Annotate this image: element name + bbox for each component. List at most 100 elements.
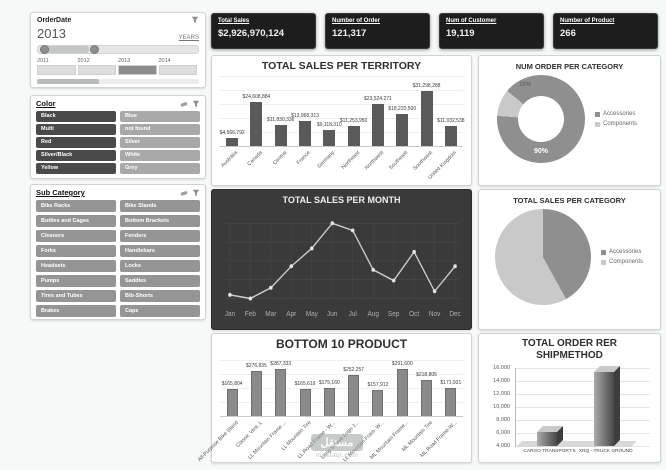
- data-point-Nov[interactable]: [432, 289, 437, 294]
- orderdate-year-2012[interactable]: 2012: [77, 58, 119, 75]
- subcategory-filter-saddles[interactable]: Saddles: [120, 275, 200, 287]
- subcategory-filter-fenders[interactable]: Fenders: [120, 230, 200, 242]
- color-filter-white[interactable]: White: [120, 150, 200, 161]
- year-block[interactable]: [118, 65, 157, 75]
- bar-northwest[interactable]: [371, 104, 384, 146]
- color-filter-silver-black[interactable]: Silver/Black: [36, 150, 116, 161]
- orderdate-year-2011[interactable]: 2011: [37, 58, 78, 75]
- color-filter-multi[interactable]: Multi: [36, 124, 116, 135]
- legend-item-components[interactable]: Components: [595, 121, 637, 127]
- subcategory-filter-bib-shorts[interactable]: Bib-Shorts: [120, 290, 200, 302]
- kpi-row: Total Sales $2,926,970,124 Number of Order…: [211, 13, 658, 49]
- bar-classic-vest-l[interactable]: [250, 371, 262, 416]
- subcategory-filter-caps[interactable]: Caps: [120, 305, 200, 317]
- sales-pie[interactable]: [495, 209, 591, 305]
- filter-icon[interactable]: [192, 100, 200, 108]
- filter-icon[interactable]: [192, 189, 200, 197]
- slider-handle-left[interactable]: [40, 45, 49, 54]
- filter-icon[interactable]: [191, 16, 199, 24]
- color-filter-blue[interactable]: Blue: [120, 111, 200, 122]
- subcategory-filter-cleaners[interactable]: Cleaners: [36, 230, 116, 242]
- kpi-card-number-of-product: Number of Product 266: [553, 13, 658, 49]
- year-block[interactable]: [37, 65, 76, 75]
- bar-ll-road-frame-w[interactable]: [323, 388, 335, 416]
- bar-central[interactable]: [274, 125, 287, 146]
- subcategory-filter-tires-and-tubes[interactable]: Tires and Tubes: [36, 290, 116, 302]
- bar3d-cargo-transport-5[interactable]: [537, 426, 564, 446]
- bar-ll-mountain-fram-w[interactable]: [372, 390, 384, 416]
- data-point-Apr[interactable]: [289, 264, 294, 269]
- subcategory-filter-bike-stands[interactable]: Bike Stands: [120, 200, 200, 212]
- bar-france[interactable]: [299, 121, 312, 146]
- bar-column: $165,619: [293, 354, 317, 416]
- subcategory-filter-pumps[interactable]: Pumps: [36, 275, 116, 287]
- bar-canada[interactable]: [250, 102, 263, 146]
- legend-item-components[interactable]: Components: [601, 259, 643, 265]
- subcategory-filter-bottles-and-cages[interactable]: Bottles and Cages: [36, 215, 116, 227]
- bar-united-kingdom[interactable]: [444, 126, 457, 146]
- subcategory-filter-bike-racks[interactable]: Bike Racks: [36, 200, 116, 212]
- order-donut[interactable]: 10% 90%: [497, 75, 585, 163]
- orderdate-header: OrderDate: [37, 16, 199, 24]
- data-point-Mar[interactable]: [269, 285, 273, 290]
- bar-ml-mountain-frame[interactable]: [396, 369, 408, 416]
- color-filter-grid: Black Blue Multi not found Red Silver Silver/B…: [36, 111, 200, 174]
- legend-item-accessories[interactable]: Accessories: [595, 111, 637, 117]
- subcategory-filter-bottom-brackets[interactable]: Bottom Brackets: [120, 215, 200, 227]
- data-point-Jul[interactable]: [350, 228, 355, 233]
- subcategory-filter-locks[interactable]: Locks: [120, 260, 200, 272]
- data-point-Sep[interactable]: [391, 278, 396, 283]
- data-point-Jan[interactable]: [228, 292, 232, 297]
- subcategory-filter-brakes[interactable]: Brakes: [36, 305, 116, 317]
- data-point-Dec[interactable]: [453, 264, 457, 269]
- orderdate-unit-label[interactable]: YEARS: [178, 35, 199, 41]
- year-block[interactable]: [158, 65, 197, 75]
- bar-ll-mountain-tire[interactable]: [299, 389, 311, 416]
- color-filter-not-found[interactable]: not found: [120, 124, 200, 135]
- bar-column: $218,805: [414, 354, 438, 416]
- data-point-May[interactable]: [310, 246, 314, 251]
- clear-filter-icon[interactable]: [180, 189, 188, 197]
- color-filter-silver[interactable]: Silver: [120, 137, 200, 148]
- donut-legend: Accessories Components: [595, 107, 637, 131]
- bar-southwest[interactable]: [420, 91, 433, 146]
- bar-column: $175,160: [317, 354, 341, 416]
- kpi-value: $2,926,970,124: [218, 28, 285, 39]
- x-label-ml-road-frame-w: ML Road Frame-W...: [419, 420, 458, 459]
- bar-long-sleeve-logo-j[interactable]: [348, 375, 360, 416]
- orderdate-scrollbar[interactable]: [37, 79, 199, 84]
- subcategory-filter-headsets[interactable]: Headsets: [36, 260, 116, 272]
- bar-ml-road-frame-w[interactable]: [445, 388, 457, 416]
- clear-filter-icon[interactable]: [180, 100, 188, 108]
- orderdate-year-2014[interactable]: 2014: [158, 58, 200, 75]
- color-filter-black[interactable]: Black: [36, 111, 116, 122]
- slider-handle-right[interactable]: [90, 45, 99, 54]
- data-point-Oct[interactable]: [412, 249, 416, 254]
- legend-item-accessories[interactable]: Accessories: [601, 249, 643, 255]
- bar-value-label: $165,804: [221, 381, 243, 387]
- bar-australia[interactable]: [226, 138, 239, 146]
- bar-germany[interactable]: [323, 130, 336, 146]
- orderdate-year-2013[interactable]: 2013: [118, 58, 159, 75]
- data-point-Jun[interactable]: [330, 221, 335, 226]
- bar-southeast[interactable]: [396, 114, 409, 146]
- bar-all-purpose-bike-stand[interactable]: [226, 389, 238, 416]
- bar-northeast[interactable]: [347, 126, 360, 146]
- bar3d-xrq-truck-ground[interactable]: [593, 366, 620, 446]
- x-label-southeast: Southeast: [388, 150, 410, 172]
- data-point-Feb[interactable]: [248, 296, 253, 301]
- gridline: [516, 419, 650, 421]
- subcategory-filter-forks[interactable]: Forks: [36, 245, 116, 257]
- color-filter-yellow[interactable]: Yellow: [36, 163, 116, 174]
- year-block[interactable]: [77, 65, 116, 75]
- bar-ll-mountain-frame[interactable]: [275, 369, 287, 416]
- orderdate-range-slider[interactable]: [37, 45, 199, 54]
- ship-category-label: XRQ - TRUCK GROUND: [578, 449, 633, 454]
- color-filter-red[interactable]: Red: [36, 137, 116, 148]
- scrollbar-thumb[interactable]: [37, 79, 99, 84]
- data-point-Aug[interactable]: [371, 267, 375, 272]
- subcategory-filter-handlebars[interactable]: Handlebars: [120, 245, 200, 257]
- bar-value-label: $276,835: [246, 363, 267, 369]
- color-filter-grey[interactable]: Grey: [120, 163, 200, 174]
- bar-ml-mountain-tire[interactable]: [421, 380, 433, 416]
